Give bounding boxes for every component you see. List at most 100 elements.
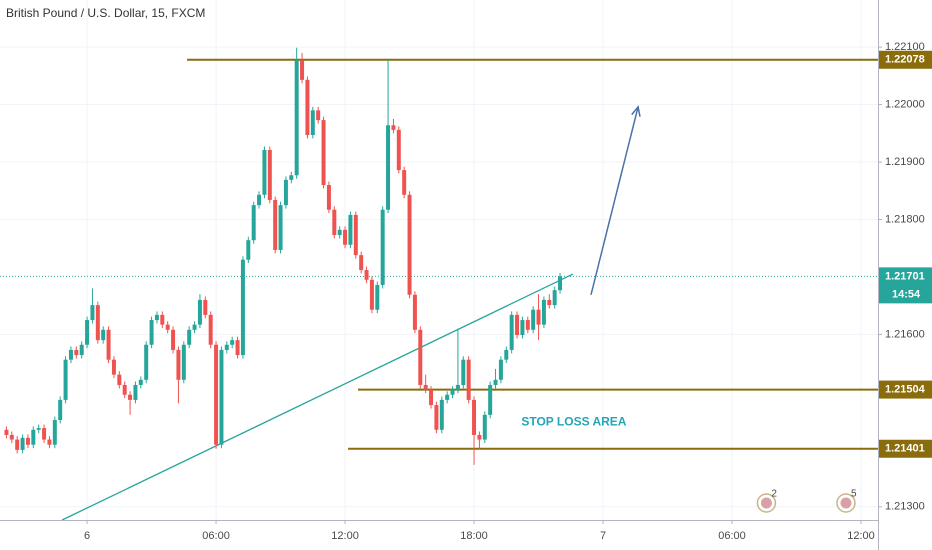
candle-body (412, 294, 417, 330)
candle-body (429, 389, 434, 406)
x-tick-label: 6 (84, 530, 90, 542)
level-badge-label: 1.21401 (885, 443, 925, 455)
y-tick-label: 1.21600 (885, 328, 925, 340)
candle-body (396, 129, 401, 171)
candle-body (117, 374, 122, 385)
candle-body (58, 399, 63, 421)
candle-body (47, 439, 52, 445)
candle-body (445, 394, 450, 400)
level-badge (879, 380, 932, 399)
event-count: 2 (771, 489, 777, 500)
candle-body (181, 344, 186, 380)
x-tick-label: 18:00 (460, 530, 488, 542)
candle-body (482, 414, 487, 440)
event-count: 5 (851, 489, 857, 500)
grid (0, 0, 878, 520)
candle-body (4, 429, 9, 435)
candle-body (375, 284, 380, 310)
candle-body (128, 394, 133, 400)
candle-body (558, 276, 563, 291)
candle-body (224, 344, 229, 350)
candle-body (348, 214, 353, 245)
candle-body (525, 320, 530, 330)
candle-body (520, 320, 525, 335)
candle-body (547, 299, 552, 306)
candle-body (63, 359, 68, 400)
candle-body (472, 399, 477, 435)
candle-body (203, 299, 208, 315)
candle-body (111, 359, 116, 375)
candle-body (52, 420, 57, 445)
candle-body (283, 179, 288, 206)
candle-body (230, 340, 235, 345)
candle-body (106, 329, 111, 360)
axes: 1.22100 1.22000 1.21900 1.21800 1.21600 1.213… (84, 41, 932, 542)
candle-body (144, 344, 149, 380)
candle-body (531, 309, 536, 330)
candle-body (68, 349, 73, 360)
candle-body (353, 214, 358, 256)
candle-body (235, 340, 240, 356)
level-badge-label: 1.22078 (885, 54, 925, 66)
candle-body (488, 384, 493, 415)
x-tick-label: 12:00 (847, 530, 875, 542)
candle-body (187, 329, 192, 345)
candle-body (332, 209, 337, 236)
candle-body (36, 428, 41, 430)
candle-body (273, 199, 278, 250)
x-tick-label: 7 (600, 530, 606, 542)
candle-body (214, 344, 219, 445)
trendline (61, 273, 574, 521)
candle-body (455, 384, 460, 390)
candle-body (197, 299, 202, 325)
candle-body (509, 314, 514, 350)
candle-body (95, 305, 100, 341)
candle-body (380, 209, 385, 285)
candle-body (133, 384, 138, 400)
candle-body (326, 185, 331, 210)
annotation: STOP LOSS AREA (521, 414, 626, 428)
candle-body (477, 434, 482, 440)
candle-body (257, 194, 262, 206)
candle-body (310, 110, 315, 136)
candle-body (369, 279, 374, 310)
event-flag (760, 497, 772, 509)
candle-body (343, 229, 348, 245)
candle-body (192, 324, 197, 330)
arrow-shaft (590, 106, 639, 295)
candle-body (493, 379, 498, 385)
event-flag (840, 497, 852, 509)
candle-body (101, 329, 106, 341)
candle-body (386, 125, 391, 210)
candle-body (171, 329, 176, 350)
candle-body (541, 299, 546, 325)
candle-body (300, 60, 305, 80)
candle-body (9, 434, 14, 440)
candle-body (240, 259, 245, 356)
candle-body (42, 428, 47, 440)
candle-body (208, 314, 213, 345)
level-badge (879, 50, 932, 69)
candle-body (305, 79, 310, 136)
y-tick-label: 1.21900 (885, 156, 925, 168)
x-tick-label: 12:00 (331, 530, 359, 542)
candle-body (289, 175, 294, 180)
candle-body (79, 344, 84, 356)
last-price-badge (879, 267, 932, 304)
level-badge (879, 439, 932, 458)
candle-body (74, 349, 79, 356)
candle-body (31, 429, 36, 445)
candle-body (219, 349, 224, 445)
candle-body (498, 359, 503, 380)
candle-body (278, 205, 283, 250)
candle-body (25, 437, 30, 445)
candle-body (154, 314, 159, 321)
candle-body (504, 349, 509, 360)
candle-body (176, 349, 181, 380)
candle-body (391, 125, 396, 130)
candle-body (364, 270, 369, 280)
candle-body (85, 320, 90, 345)
candle-body (294, 60, 299, 176)
